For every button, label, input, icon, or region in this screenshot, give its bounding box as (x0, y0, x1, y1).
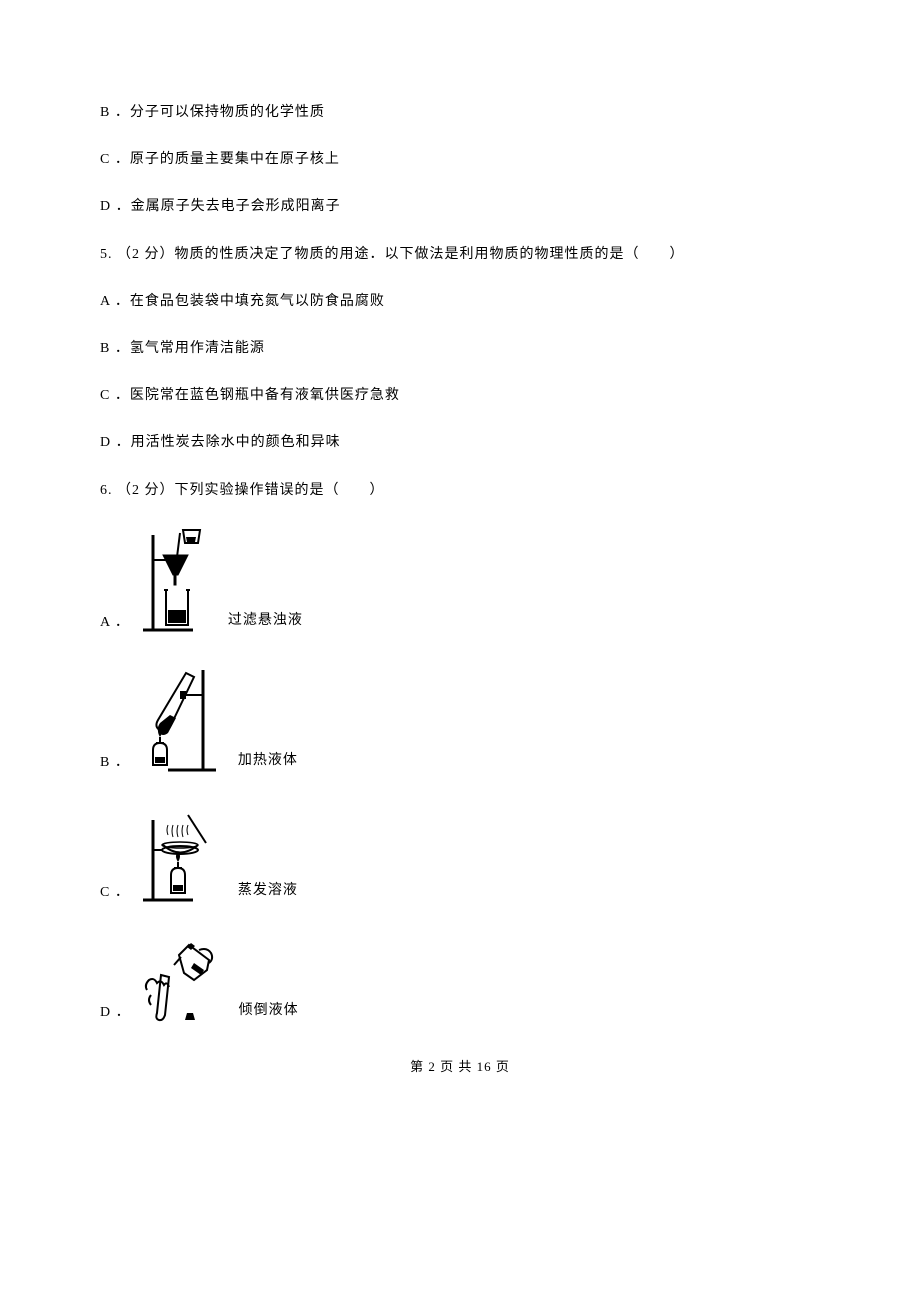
option-6c-label: 蒸发溶液 (238, 878, 298, 905)
option-5b: B ．氢气常用作清洁能源 (100, 336, 820, 361)
option-d: D ．金属原子失去电子会形成阳离子 (100, 194, 820, 219)
option-6a-label: 过滤悬浊液 (228, 608, 303, 635)
filtration-icon (138, 525, 208, 635)
option-c: C ．原子的质量主要集中在原子核上 (100, 147, 820, 172)
option-6a-letter: A ． (100, 610, 130, 635)
option-5c: C ．医院常在蓝色钢瓶中备有液氧供医疗急救 (100, 383, 820, 408)
option-6b-letter: B ． (100, 750, 130, 775)
page-footer: 第 2 页 共 16 页 (100, 1055, 820, 1078)
option-6b: B ． 加热液体 (100, 665, 820, 775)
question-6: 6. （2 分）下列实验操作错误的是（ ） (100, 478, 820, 503)
option-6b-label: 加热液体 (238, 748, 298, 775)
option-6d-letter: D ． (100, 1000, 131, 1025)
option-b: B ．分子可以保持物质的化学性质 (100, 100, 820, 125)
option-6d: D ． 倾倒液体 (100, 935, 820, 1025)
option-6c: C ． (100, 805, 820, 905)
pouring-liquid-icon (139, 935, 219, 1025)
evaporation-icon (138, 805, 218, 905)
option-6c-letter: C ． (100, 880, 130, 905)
option-6d-label: 倾倒液体 (239, 998, 299, 1025)
option-5d: D ．用活性炭去除水中的颜色和异味 (100, 430, 820, 455)
option-5a: A ．在食品包装袋中填充氮气以防食品腐败 (100, 289, 820, 314)
question-5: 5. （2 分）物质的性质决定了物质的用途．以下做法是利用物质的物理性质的是（ … (100, 242, 820, 267)
option-6a: A ． 过滤悬浊液 (100, 525, 820, 635)
heating-liquid-icon (138, 665, 218, 775)
